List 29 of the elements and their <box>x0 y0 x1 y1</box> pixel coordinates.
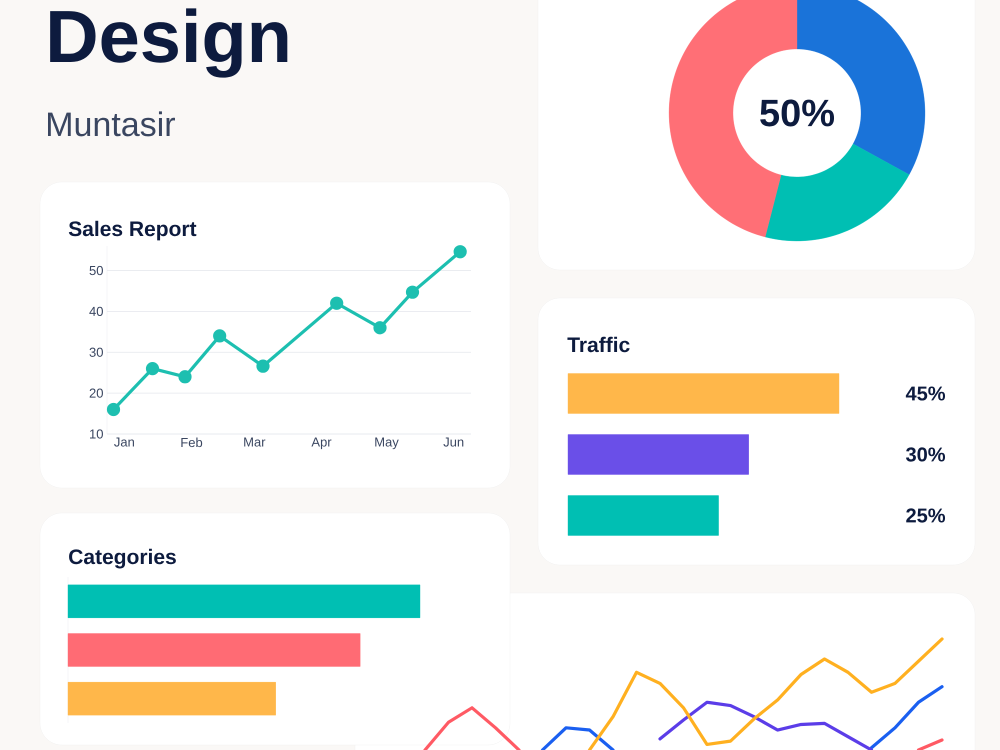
point <box>330 296 344 310</box>
y-tick-label: 50 <box>90 266 103 276</box>
point <box>454 245 467 258</box>
point <box>146 362 160 376</box>
chart-title: Traffic <box>567 336 630 352</box>
y-tick-label: 10 <box>90 429 103 439</box>
y-tick-label: 30 <box>90 348 103 357</box>
x-tick-label: Feb <box>181 438 202 448</box>
y-tick-label: 40 <box>89 306 103 316</box>
point <box>213 329 226 343</box>
text: Muntasir <box>48 111 175 136</box>
data-label: 45% <box>906 386 946 401</box>
x-tick-label: Apr <box>311 438 332 450</box>
x-tick-label: May <box>375 438 399 450</box>
point <box>256 360 270 373</box>
text: 50% <box>760 100 834 126</box>
x-tick-label: Jan <box>114 438 134 447</box>
y-tick-label: 20 <box>90 388 103 398</box>
text: Design <box>50 8 288 78</box>
chart-title: Sales Report <box>68 220 196 240</box>
point <box>178 370 192 384</box>
x-tick-label: Jun <box>443 438 464 447</box>
x-tick-label: Mar <box>244 438 266 447</box>
point <box>106 402 120 416</box>
point <box>406 286 420 299</box>
point <box>373 321 387 334</box>
data-label: 25% <box>906 508 946 523</box>
data-label: 30% <box>906 447 946 462</box>
chart-title: Categories <box>69 548 176 568</box>
